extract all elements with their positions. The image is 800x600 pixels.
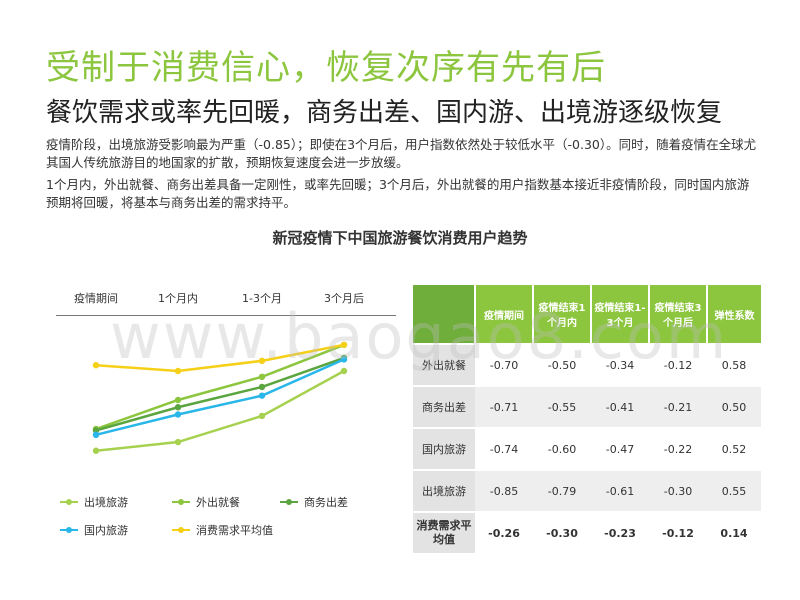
table-row: 出境旅游 -0.85 -0.79 -0.61 -0.30 0.55	[413, 469, 761, 512]
legend-swatch-icon	[60, 497, 78, 507]
body-paragraph-1: 疫情阶段，出境旅游受影响最为严重（-0.85）；即使在3个月后，用户指数依然处于…	[46, 137, 757, 170]
data-point	[174, 404, 182, 411]
data-point	[92, 362, 100, 369]
table-cell: -0.85	[475, 469, 533, 512]
legend-item-domestic: 国内旅游	[60, 522, 128, 538]
chart-legend: 出境旅游 外出就餐 商务出差 国内旅游 消费需求平均值	[60, 494, 380, 544]
legend-dot	[66, 499, 72, 505]
data-point	[92, 431, 100, 438]
table-cell: -0.12	[649, 343, 707, 386]
legend-label: 国内旅游	[84, 524, 128, 537]
table-cell: -0.50	[533, 343, 591, 386]
table-cell: -0.74	[475, 427, 533, 470]
data-point	[258, 357, 266, 365]
table-row-label: 国内旅游	[413, 427, 475, 470]
data-point	[258, 392, 266, 399]
data-point	[174, 411, 182, 418]
table-cell: -0.79	[533, 469, 591, 512]
table-cell: -0.23	[591, 511, 649, 553]
table-header-cell: 疫情期间	[475, 285, 534, 344]
table-header-cell: 疫情结束1个月内	[533, 285, 592, 344]
legend-swatch-icon	[280, 497, 298, 507]
chart-title: 新冠疫情下中国旅游餐饮消费用户趋势	[272, 229, 528, 247]
table-header-row: 疫情期间 疫情结束1个月内 疫情结束1-3个月 疫情结束3个月后 弹性系数	[413, 285, 761, 344]
table-row-label: 出境旅游	[413, 469, 475, 512]
legend-swatch-icon	[60, 525, 78, 535]
series-line	[95, 369, 345, 452]
data-point	[258, 412, 266, 420]
watermark: www.baogao8.com	[110, 300, 729, 373]
legend-item-dining: 外出就餐	[172, 494, 240, 510]
page-title: 受制于消费信心，恢复次序有先有后	[46, 48, 606, 88]
table-cell: -0.71	[475, 385, 533, 428]
body-paragraph-2: 1个月内，外出就餐、商务出差具备一定刚性，或率先回暖；3个月后，外出就餐的用户指…	[46, 177, 750, 210]
table-cell: -0.30	[533, 511, 591, 553]
data-point	[258, 373, 266, 380]
table-row: 外出就餐 -0.70 -0.50 -0.34 -0.12 0.58	[413, 343, 761, 386]
table-cell: -0.55	[533, 385, 591, 428]
table-cell: 0.52	[707, 427, 761, 470]
table-cell: -0.60	[533, 427, 591, 470]
table-header-cell: 弹性系数	[707, 285, 761, 344]
chart-x-axis-labels: 疫情期间 1个月内 1-3个月 3个月后	[56, 290, 396, 310]
table-cell: -0.26	[475, 511, 533, 553]
table-cell: -0.41	[591, 385, 649, 428]
legend-dot	[178, 499, 184, 505]
legend-dot	[66, 527, 72, 533]
data-point	[258, 383, 266, 391]
legend-label: 商务出差	[304, 496, 348, 509]
table-cell: -0.34	[591, 343, 649, 386]
table-cell: 0.58	[707, 343, 761, 386]
legend-dot	[178, 527, 184, 533]
series-line	[95, 358, 345, 437]
series-line	[95, 356, 345, 432]
page-subtitle: 餐饮需求或率先回暖，商务出差、国内游、出境游逐级恢复	[46, 98, 723, 128]
data-point	[340, 341, 348, 349]
table-row-label: 商务出差	[413, 385, 475, 428]
table-cell: -0.30	[649, 469, 707, 512]
table-cell: -0.22	[649, 427, 707, 470]
legend-label: 消费需求平均值	[196, 524, 273, 537]
legend-swatch-icon	[172, 497, 190, 507]
table-cell: 0.55	[707, 469, 761, 512]
data-table: 疫情期间 疫情结束1个月内 疫情结束1-3个月 疫情结束3个月后 弹性系数 外出…	[413, 285, 761, 553]
table-cell: -0.47	[591, 427, 649, 470]
series-line	[95, 343, 345, 431]
table-row-average: 消费需求平均值 -0.26 -0.30 -0.23 -0.12 0.14	[413, 511, 761, 553]
table-cell: -0.61	[591, 469, 649, 512]
legend-swatch-icon	[172, 525, 190, 535]
legend-label: 外出就餐	[196, 496, 240, 509]
x-tick-label: 1个月内	[158, 292, 198, 305]
table-row-label: 外出就餐	[413, 343, 475, 386]
data-point	[340, 356, 348, 363]
table-cell: 0.14	[707, 511, 761, 553]
table-header-cell: 疫情结束3个月后	[649, 285, 708, 344]
table-row: 商务出差 -0.71 -0.55 -0.41 -0.21 0.50	[413, 385, 761, 428]
legend-label: 出境旅游	[84, 496, 128, 509]
data-point	[174, 367, 182, 375]
legend-item-outbound: 出境旅游	[60, 494, 128, 510]
table-cell: -0.70	[475, 343, 533, 386]
x-tick-label: 3个月后	[324, 292, 364, 305]
table-row-label: 消费需求平均值	[413, 511, 475, 553]
series-line	[95, 343, 345, 373]
data-point	[174, 438, 182, 446]
table-cell: 0.50	[707, 385, 761, 428]
x-tick-label: 疫情期间	[74, 292, 118, 305]
table-cell: -0.21	[649, 385, 707, 428]
data-point	[174, 396, 182, 404]
data-point	[92, 447, 100, 454]
x-tick-label: 1-3个月	[242, 292, 282, 305]
legend-item-average: 消费需求平均值	[172, 522, 273, 538]
table-row: 国内旅游 -0.74 -0.60 -0.47 -0.22 0.52	[413, 427, 761, 470]
x-axis-rule	[56, 315, 396, 316]
data-point	[340, 367, 348, 375]
legend-dot	[286, 499, 292, 505]
legend-item-business: 商务出差	[280, 494, 348, 510]
table-header-cell: 疫情结束1-3个月	[591, 285, 650, 344]
table-cell: -0.12	[649, 511, 707, 553]
table-header-cell	[413, 285, 476, 344]
